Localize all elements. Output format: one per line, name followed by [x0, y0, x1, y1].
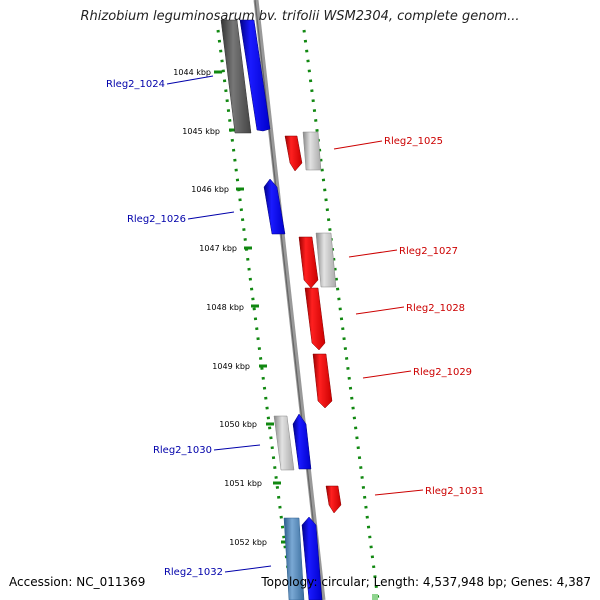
tick-label-1051: 1051 kbp: [224, 479, 262, 488]
genome-backbone-highlight: [254, 0, 323, 600]
leader-1029: [362, 370, 412, 379]
gene-label-rleg2-1030[interactable]: Rleg2_1030: [153, 445, 212, 456]
gene-1025-feature[interactable]: [284, 135, 303, 172]
gene-1027-feature[interactable]: [298, 236, 319, 289]
tick-label-1045: 1045 kbp: [182, 127, 220, 136]
gene-feature-green-tip: [372, 594, 378, 600]
gene-1030-feature[interactable]: [292, 413, 312, 470]
gene-label-rleg2-1031[interactable]: Rleg2_1031: [425, 486, 484, 497]
leader-1026: [187, 211, 235, 220]
leader-1025: [333, 140, 383, 150]
gene-1026-feature[interactable]: [263, 178, 286, 235]
accession-text: Accession: NC_011369: [9, 575, 146, 589]
leader-1031: [374, 489, 424, 496]
gene-1032-feature[interactable]: [301, 516, 323, 600]
gene-feature-gray-1030[interactable]: [273, 415, 295, 471]
leader-1027: [348, 249, 398, 258]
gene-1024-feature[interactable]: [239, 19, 271, 132]
gene-feature-gray-1027[interactable]: [315, 232, 337, 288]
gene-labels: Rleg2_1024 Rleg2_1025 Rleg2_1026 Rleg2_1…: [106, 79, 484, 578]
tick-label-1050: 1050 kbp: [219, 420, 257, 429]
gene-feature-gray-1025[interactable]: [302, 131, 322, 171]
tick-label-1046: 1046 kbp: [191, 185, 229, 194]
tick-label-1049: 1049 kbp: [212, 362, 250, 371]
left-features: [220, 19, 323, 600]
gene-label-rleg2-1024[interactable]: Rleg2_1024: [106, 79, 165, 90]
topology-text: Topology: circular; Length: 4,537,948 bp…: [261, 575, 591, 589]
right-features: [284, 131, 378, 600]
genome-backbone: [253, 0, 326, 600]
gene-label-rleg2-1028[interactable]: Rleg2_1028: [406, 303, 465, 314]
tick-marks: [214, 70, 289, 544]
gene-1031-feature[interactable]: [325, 485, 342, 514]
tick-labels: 1044 kbp 1045 kbp 1046 kbp 1047 kbp 1048…: [173, 68, 267, 547]
leader-1024: [166, 75, 214, 85]
gene-label-rleg2-1032[interactable]: Rleg2_1032: [164, 567, 223, 578]
gene-1028-feature[interactable]: [304, 287, 326, 351]
tick-label-1047: 1047 kbp: [199, 244, 237, 253]
gene-label-rleg2-1026[interactable]: Rleg2_1026: [127, 214, 186, 225]
gene-feature-lightblue-1032[interactable]: [283, 517, 305, 600]
leader-1032: [224, 565, 272, 573]
gene-label-rleg2-1025[interactable]: Rleg2_1025: [384, 136, 443, 147]
tick-label-1052: 1052 kbp: [229, 538, 267, 547]
leader-1030: [213, 444, 261, 451]
leader-1028: [355, 306, 405, 315]
map-title: Rhizobium leguminosarum bv. trifolii WSM…: [80, 9, 520, 24]
gene-1029-feature[interactable]: [312, 353, 333, 409]
gene-feature-dark-1[interactable]: [220, 19, 252, 134]
tick-label-1044: 1044 kbp: [173, 68, 211, 77]
tick-label-1048: 1048 kbp: [206, 303, 244, 312]
gene-label-rleg2-1029[interactable]: Rleg2_1029: [413, 367, 472, 378]
gene-label-rleg2-1027[interactable]: Rleg2_1027: [399, 246, 458, 257]
leader-lines: [166, 75, 424, 573]
